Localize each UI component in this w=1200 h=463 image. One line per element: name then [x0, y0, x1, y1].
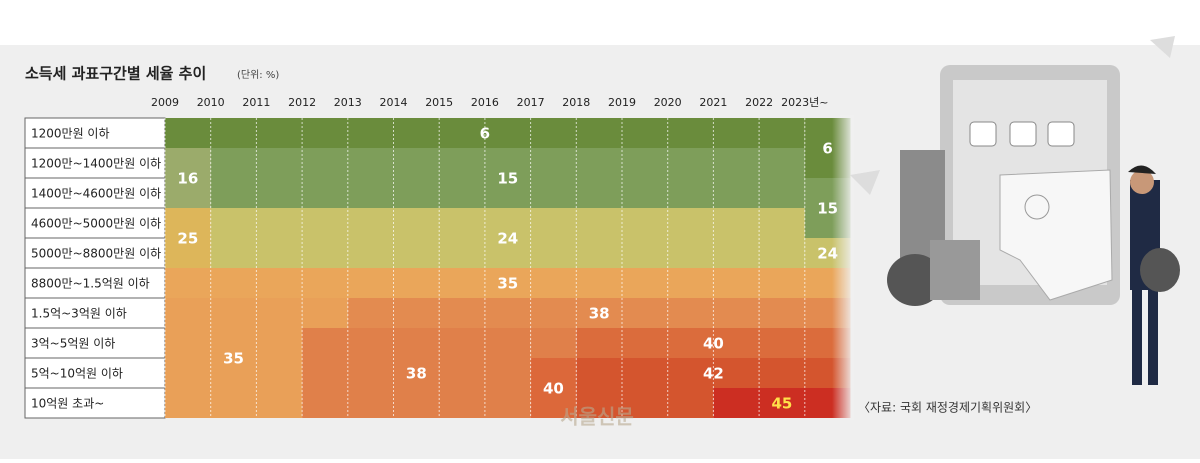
rate-block: [530, 358, 577, 418]
year-label: 2021: [699, 96, 727, 109]
rate-label: 6: [822, 140, 832, 158]
year-label: 2022: [745, 96, 773, 109]
rate-block: [713, 388, 851, 418]
table: 1200만원 이하 1200만~1400만원 이하 1400만~4600만원 이하 4…: [24, 96, 851, 419]
rate-label: 38: [406, 365, 427, 383]
year-label: 2009: [151, 96, 179, 109]
rate-label: 6: [480, 125, 490, 143]
watermark: 서울신문: [560, 405, 634, 429]
bracket-cell: [24, 147, 166, 179]
bracket-label: 8800만~1.5억원 이하: [31, 277, 150, 291]
year-label: 2014: [380, 96, 408, 109]
bracket-cell: [24, 357, 166, 389]
rate-block: [165, 298, 303, 418]
year-label: 2013: [334, 96, 362, 109]
rate-label: 45: [772, 395, 793, 413]
rate-label: 35: [497, 275, 518, 293]
rate-block: [165, 208, 211, 268]
bracket-cell: [24, 177, 166, 209]
rate-label: 35: [223, 350, 244, 368]
rate-label: 15: [497, 170, 518, 188]
year-label: 2011: [242, 96, 270, 109]
year-label: 2017: [517, 96, 545, 109]
rate-label: 24: [497, 230, 518, 248]
rate-label: 38: [589, 305, 610, 323]
bracket-label: 4600만~5000만원 이하: [31, 217, 161, 231]
year-label: 2020: [654, 96, 682, 109]
title: 소득세 과표구간별 세율 추이: [25, 65, 206, 83]
year-label: 2016: [471, 96, 499, 109]
bracket-label: 5억~10억원 이하: [31, 367, 123, 381]
rate-block: [165, 148, 211, 208]
bracket-label: 1.5억~3억원 이하: [31, 307, 127, 321]
year-label: 2010: [197, 96, 225, 109]
rate-block: [210, 148, 805, 208]
unit: (단위: %): [237, 68, 279, 81]
year-label: 2015: [425, 96, 453, 109]
rate-label: 16: [177, 170, 198, 188]
year-label: 2018: [562, 96, 590, 109]
rate-block: [530, 328, 577, 358]
rate-label: 42: [703, 365, 724, 383]
rate-block: [576, 388, 714, 418]
rate-block: [302, 328, 531, 418]
rate-block: [302, 298, 348, 328]
illustration: [850, 36, 1180, 385]
bracket-cell: [24, 327, 166, 359]
bracket-label: 5000만~8800만원 이하: [31, 247, 161, 261]
bracket-label: 3억~5억원 이하: [31, 337, 115, 351]
bracket-label: 1400만~4600만원 이하: [31, 187, 161, 201]
fade: [832, 115, 854, 420]
year-label: 2012: [288, 96, 316, 109]
rate-block: [347, 298, 851, 328]
rate-label: 40: [703, 335, 724, 353]
rate-block: [165, 268, 851, 298]
rate-label: 40: [543, 380, 564, 398]
bracket-label: 10억원 초과~: [31, 397, 104, 411]
bracket-label: 1200만~1400만원 이하: [31, 157, 161, 171]
bracket-cell: [24, 387, 166, 419]
source: 〈자료: 국회 재정경제기획위원회〉: [858, 401, 1037, 415]
rate-block: [210, 208, 805, 268]
year-label: 2023년~: [781, 96, 828, 109]
rate-label: 25: [177, 230, 198, 248]
bracket-label: 1200만원 이하: [31, 127, 110, 141]
year-label: 2019: [608, 96, 636, 109]
bracket-cell: [24, 117, 166, 149]
